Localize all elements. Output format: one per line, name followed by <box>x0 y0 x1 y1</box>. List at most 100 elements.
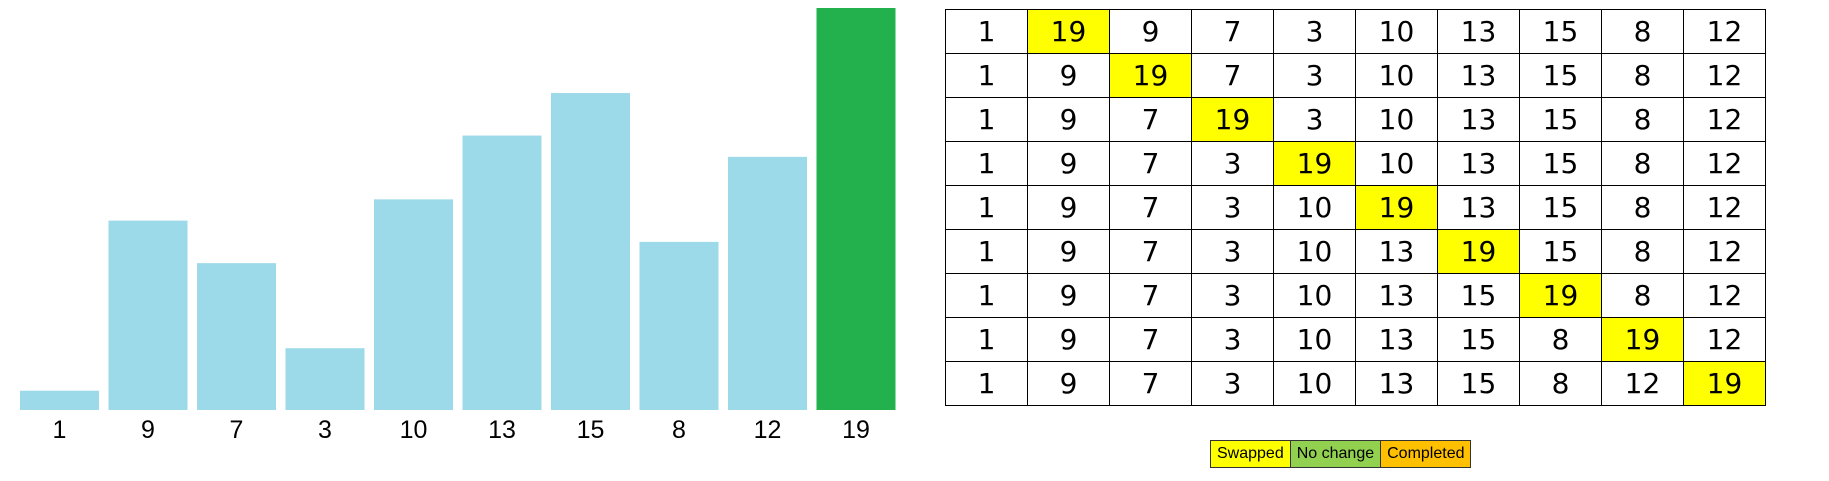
table-cell: 8 <box>1519 361 1602 406</box>
table-cell: 10 <box>1355 141 1438 186</box>
table-cell: 15 <box>1519 97 1602 142</box>
table-cell: 1 <box>945 141 1028 186</box>
table-cell: 15 <box>1437 361 1520 406</box>
table-cell: 10 <box>1273 229 1356 274</box>
table-cell: 13 <box>1437 185 1520 230</box>
table-row: 1 9 7 3 10 13 19 15 8 12 <box>945 229 1766 274</box>
table-cell: 3 <box>1273 53 1356 98</box>
table-cell: 12 <box>1601 361 1684 406</box>
table-cell: 15 <box>1437 317 1520 362</box>
table-cell: 8 <box>1601 9 1684 54</box>
bar-x-labels: 1 9 7 3 10 13 15 8 12 19 <box>0 410 900 450</box>
table-cell: 13 <box>1355 361 1438 406</box>
table-cell: 10 <box>1273 273 1356 318</box>
table-cell: 8 <box>1601 141 1684 186</box>
table-cell: 12 <box>1683 141 1766 186</box>
bar-8 <box>639 241 719 410</box>
table-cell: 8 <box>1601 97 1684 142</box>
x-tick-label: 19 <box>842 416 870 444</box>
table-cell: 19 <box>1191 97 1274 142</box>
bar-9 <box>108 220 188 410</box>
table-row: 1 9 7 3 10 13 15 8 12 19 <box>945 361 1766 406</box>
table-row: 1 9 7 3 10 19 13 15 8 12 <box>945 185 1766 230</box>
swap-steps-table: 1 19 9 7 3 10 13 15 8 12 1 9 19 7 3 10 13 15 8 12 1 9 7 19 3 10 13… <box>945 9 1766 406</box>
bar-12 <box>728 156 807 410</box>
table-cell: 9 <box>1027 229 1110 274</box>
table-cell: 1 <box>945 9 1028 54</box>
x-tick-label: 7 <box>229 416 244 444</box>
table-cell: 19 <box>1683 361 1766 406</box>
table-cell: 3 <box>1273 97 1356 142</box>
table-row: 1 9 7 3 10 13 15 19 8 12 <box>945 273 1766 318</box>
table-cell: 15 <box>1519 141 1602 186</box>
table-cell: 12 <box>1683 97 1766 142</box>
table-cell: 8 <box>1601 273 1684 318</box>
bar-3 <box>285 348 365 410</box>
x-tick-label: 13 <box>488 416 516 444</box>
table-cell: 12 <box>1683 317 1766 362</box>
table-row: 1 9 19 7 3 10 13 15 8 12 <box>945 53 1766 98</box>
table-cell: 7 <box>1109 229 1192 274</box>
bar-13 <box>462 135 542 410</box>
table-cell: 19 <box>1601 317 1684 362</box>
table-cell: 3 <box>1191 141 1274 186</box>
table-cell: 7 <box>1109 273 1192 318</box>
x-tick-label: 10 <box>399 416 428 444</box>
table-cell: 15 <box>1519 53 1602 98</box>
table-cell: 9 <box>1109 9 1192 54</box>
table-cell: 1 <box>945 273 1028 318</box>
legend-item-swapped: Swapped <box>1211 441 1291 467</box>
table-cell: 7 <box>1109 185 1192 230</box>
table-cell: 8 <box>1601 185 1684 230</box>
table-cell: 12 <box>1683 185 1766 230</box>
table-cell: 12 <box>1683 273 1766 318</box>
table-cell: 15 <box>1437 273 1520 318</box>
table-row: 1 9 7 19 3 10 13 15 8 12 <box>945 97 1766 142</box>
table-row: 1 9 7 3 19 10 13 15 8 12 <box>945 141 1766 186</box>
table-cell: 9 <box>1027 53 1110 98</box>
table-cell: 13 <box>1437 9 1520 54</box>
table-cell: 3 <box>1191 361 1274 406</box>
table-cell: 13 <box>1437 97 1520 142</box>
table-cell: 10 <box>1355 97 1438 142</box>
bar-10 <box>374 199 453 410</box>
table-cell: 12 <box>1683 9 1766 54</box>
table-cell: 8 <box>1601 53 1684 98</box>
table-cell: 3 <box>1191 229 1274 274</box>
legend-item-no-change: No change <box>1290 441 1382 467</box>
table-cell: 3 <box>1191 273 1274 318</box>
table-cell: 7 <box>1109 361 1192 406</box>
table-cell: 10 <box>1355 53 1438 98</box>
legend-item-completed: Completed <box>1381 441 1471 467</box>
table-cell: 19 <box>1355 185 1438 230</box>
table-cell: 1 <box>945 53 1028 98</box>
bar-7 <box>197 263 276 410</box>
table-cell: 12 <box>1683 53 1766 98</box>
table-row: 1 9 7 3 10 13 15 8 19 12 <box>945 317 1766 362</box>
table-cell: 12 <box>1683 229 1766 274</box>
table-cell: 9 <box>1027 97 1110 142</box>
table-cell: 19 <box>1109 53 1192 98</box>
table-cell: 10 <box>1273 185 1356 230</box>
table-cell: 13 <box>1355 273 1438 318</box>
table-cell: 7 <box>1191 53 1274 98</box>
table-cell: 10 <box>1355 9 1438 54</box>
bar-chart <box>20 8 896 410</box>
table-cell: 9 <box>1027 317 1110 362</box>
x-tick-label: 9 <box>141 416 155 444</box>
table-cell: 8 <box>1519 317 1602 362</box>
table-cell: 15 <box>1519 185 1602 230</box>
x-tick-label: 3 <box>318 416 332 444</box>
table-cell: 7 <box>1109 141 1192 186</box>
table-cell: 7 <box>1109 317 1192 362</box>
bar-19 <box>816 8 896 410</box>
x-tick-label: 1 <box>52 416 67 444</box>
table-cell: 15 <box>1519 9 1602 54</box>
table-cell: 9 <box>1027 273 1110 318</box>
table-cell: 9 <box>1027 141 1110 186</box>
table-cell: 15 <box>1519 229 1602 274</box>
table-cell: 7 <box>1109 97 1192 142</box>
table-row: 1 19 9 7 3 10 13 15 8 12 <box>945 9 1766 54</box>
table-cell: 7 <box>1191 9 1274 54</box>
table-cell: 1 <box>945 317 1028 362</box>
